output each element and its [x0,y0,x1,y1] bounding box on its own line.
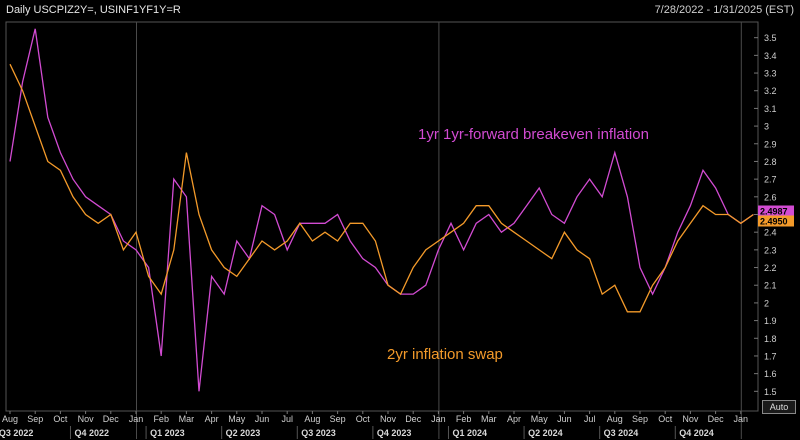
y-tick-label: 3.4 [764,51,777,61]
month-label: Jan [129,414,144,424]
month-label: Aug [607,414,623,424]
month-label: May [228,414,246,424]
month-label: Apr [507,414,521,424]
quarter-label: Q4 2023 [377,428,412,438]
quarter-label: Q2 2023 [226,428,261,438]
quarter-label: Q4 2024 [679,428,714,438]
y-tick-label: 2.1 [764,281,777,291]
month-label: Mar [481,414,497,424]
month-label: Oct [658,414,673,424]
swap-last-value: 2.4950 [760,217,788,227]
month-label: Nov [682,414,699,424]
month-label: Oct [53,414,68,424]
y-tick-label: 2.6 [764,192,777,202]
quarter-label: Q1 2024 [452,428,487,438]
plot-frame [5,21,759,412]
y-tick-label: 1.8 [764,334,777,344]
month-label: Dec [103,414,120,424]
auto-scale-button[interactable]: Auto [762,400,796,414]
month-label: Jun [255,414,270,424]
quarter-label: Q2 2024 [528,428,563,438]
y-tick-label: 3 [764,122,769,132]
month-label: Aug [2,414,18,424]
y-tick-label: 1.9 [764,316,777,326]
chart-title: Daily USCPIZ2Y=, USINF1YF1Y=R [6,4,181,16]
y-tick-label: 2.8 [764,157,777,167]
month-label: Jul [584,414,596,424]
quarter-label: Q3 2023 [301,428,336,438]
y-tick-label: 1.7 [764,351,777,361]
month-label: Nov [380,414,397,424]
month-label: Apr [205,414,219,424]
y-tick-label: 1.6 [764,369,777,379]
month-label: Sep [27,414,43,424]
month-label: Sep [330,414,346,424]
quarter-label: Q3 2024 [604,428,639,438]
month-label: Dec [405,414,422,424]
y-tick-label: 2 [764,298,769,308]
y-tick-label: 2.7 [764,175,777,185]
breakeven-annotation: 1yr 1yr-forward breakeven inflation [418,126,649,143]
month-label: Jan [734,414,749,424]
quarter-label: Q1 2023 [150,428,185,438]
month-label: Dec [708,414,725,424]
y-tick-label: 3.3 [764,69,777,79]
date-range: 7/28/2022 - 1/31/2025 (EST) [654,4,794,16]
month-label: Oct [356,414,371,424]
breakeven-last-value: 2.4987 [760,207,788,217]
swap-annotation: 2yr inflation swap [387,346,503,363]
month-label: Jan [431,414,446,424]
month-label: Feb [153,414,169,424]
y-tick-label: 2.2 [764,263,777,273]
month-label: Mar [179,414,195,424]
quarter-label: Q3 2022 [0,428,33,438]
month-label: May [531,414,549,424]
y-tick-label: 2.3 [764,245,777,255]
month-label: Nov [78,414,95,424]
chart-header: Daily USCPIZ2Y=, USINF1YF1Y=R 7/28/2022 … [0,0,800,20]
month-label: Jun [557,414,572,424]
month-label: Jul [281,414,293,424]
y-tick-label: 2.9 [764,139,777,149]
y-tick-label: 1.5 [764,387,777,397]
month-label: Sep [632,414,648,424]
y-tick-label: 2.4 [764,228,777,238]
quarter-label: Q4 2022 [74,428,109,438]
month-label: Aug [304,414,320,424]
y-tick-label: 3.1 [764,104,777,114]
y-tick-label: 3.5 [764,33,777,43]
swap-series-line [9,63,754,313]
swap-last-value-badge [758,215,794,227]
breakeven-last-value-badge [758,205,794,217]
month-label: Feb [456,414,472,424]
y-tick-label: 3.2 [764,86,777,96]
breakeven-series-line [9,28,754,392]
